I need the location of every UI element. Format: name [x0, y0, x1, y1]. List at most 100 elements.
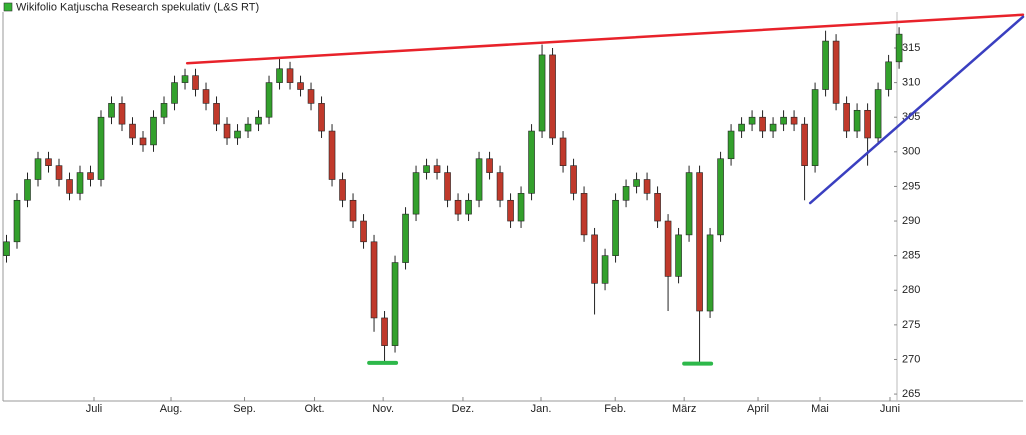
candle-body	[559, 137, 567, 166]
x-tick-label: März	[672, 403, 696, 415]
candle-body	[738, 123, 745, 132]
candle-body	[507, 199, 514, 222]
candle-body	[129, 123, 136, 139]
candle-body	[496, 172, 504, 201]
candle-body	[780, 116, 787, 125]
candle-body	[685, 172, 693, 236]
legend-swatch	[3, 2, 13, 12]
candle-body	[811, 89, 819, 166]
legend-label: Wikifolio Katjuscha Research spekulativ …	[16, 1, 259, 13]
candle-body	[832, 40, 840, 104]
y-tick-label: 270	[902, 353, 920, 365]
candle-body	[853, 109, 861, 132]
x-tick-label: Okt.	[304, 403, 324, 415]
candle-body	[255, 116, 262, 125]
candle-body	[349, 199, 357, 222]
y-tick-label: 310	[902, 77, 920, 89]
candle-body	[633, 179, 640, 187]
candle-body	[538, 54, 546, 132]
candle-body	[622, 186, 630, 201]
candle-body	[234, 130, 241, 139]
candle-body	[748, 116, 756, 125]
trend-line	[808, 15, 1025, 205]
y-tick-label: 315	[902, 42, 920, 54]
candle-body	[570, 165, 577, 194]
x-tick-label: April	[747, 403, 769, 415]
candle-body	[150, 116, 157, 146]
candle-body	[759, 116, 766, 132]
candle-body	[675, 234, 682, 277]
candle-body	[612, 199, 619, 256]
candle-body	[895, 33, 903, 63]
candle-body	[66, 179, 73, 194]
candle-body	[412, 172, 420, 215]
candle-body	[402, 213, 409, 263]
candle-body	[160, 103, 168, 118]
x-tick-label: Mai	[811, 403, 829, 415]
candle-body	[769, 123, 777, 132]
candle-body	[580, 193, 588, 236]
candle-body	[601, 255, 609, 284]
x-tick-label: Dez.	[452, 403, 475, 415]
candle-body	[307, 89, 315, 104]
candle-body	[265, 82, 273, 118]
candle-body	[286, 68, 294, 83]
x-tick-label: Feb.	[604, 403, 626, 415]
candle-body	[202, 89, 210, 104]
y-tick-label: 285	[902, 250, 920, 262]
candle-body	[486, 158, 493, 173]
x-tick-label: Jan.	[531, 403, 552, 415]
candle-body	[318, 103, 325, 132]
candle-body	[24, 179, 31, 201]
candle-body	[244, 123, 252, 132]
candle-body	[3, 241, 10, 256]
candle-body	[706, 234, 714, 312]
candle-body	[297, 82, 304, 90]
candle-body	[370, 241, 378, 319]
candle-body	[97, 116, 105, 180]
candle-body	[45, 158, 52, 166]
y-tick-label: 295	[902, 180, 920, 192]
candle-body	[181, 75, 189, 83]
candle-body	[643, 179, 651, 194]
candle-body	[874, 89, 882, 139]
candle-body	[727, 130, 735, 160]
candle-body	[664, 220, 672, 277]
candle-body	[391, 262, 399, 346]
candle-body	[885, 61, 892, 90]
candle-body	[360, 220, 367, 243]
candle-body	[381, 317, 388, 346]
candle-body	[517, 193, 525, 222]
candle-body	[213, 103, 220, 125]
x-tick-label: Nov.	[372, 403, 394, 415]
y-tick-label: 280	[902, 284, 920, 296]
candle-body	[801, 123, 808, 166]
candle-body	[433, 165, 441, 173]
candle-body	[87, 172, 94, 180]
candle-body	[139, 137, 147, 146]
candle-body	[276, 68, 283, 83]
candle-body	[475, 158, 483, 201]
candle-body	[843, 103, 850, 132]
candle-body	[328, 130, 336, 180]
candle-body	[423, 165, 430, 173]
y-tick-label: 300	[902, 146, 920, 158]
candle-body	[76, 172, 84, 194]
candle-body	[654, 193, 661, 222]
candle-body	[118, 103, 126, 125]
trend-line	[185, 13, 1025, 65]
candle-body	[591, 234, 598, 284]
candle-body	[864, 109, 871, 139]
y-tick-label: 275	[902, 319, 920, 331]
candle-body	[171, 82, 178, 104]
x-tick-label: Juli	[86, 403, 103, 415]
candle-body	[696, 172, 703, 312]
candle-body	[223, 123, 231, 139]
candle-body	[822, 40, 829, 90]
x-tick-label: Sep.	[233, 403, 256, 415]
candle-body	[55, 165, 63, 180]
candle-body	[717, 158, 724, 236]
candle-body	[108, 103, 115, 118]
candle-body	[528, 130, 535, 194]
